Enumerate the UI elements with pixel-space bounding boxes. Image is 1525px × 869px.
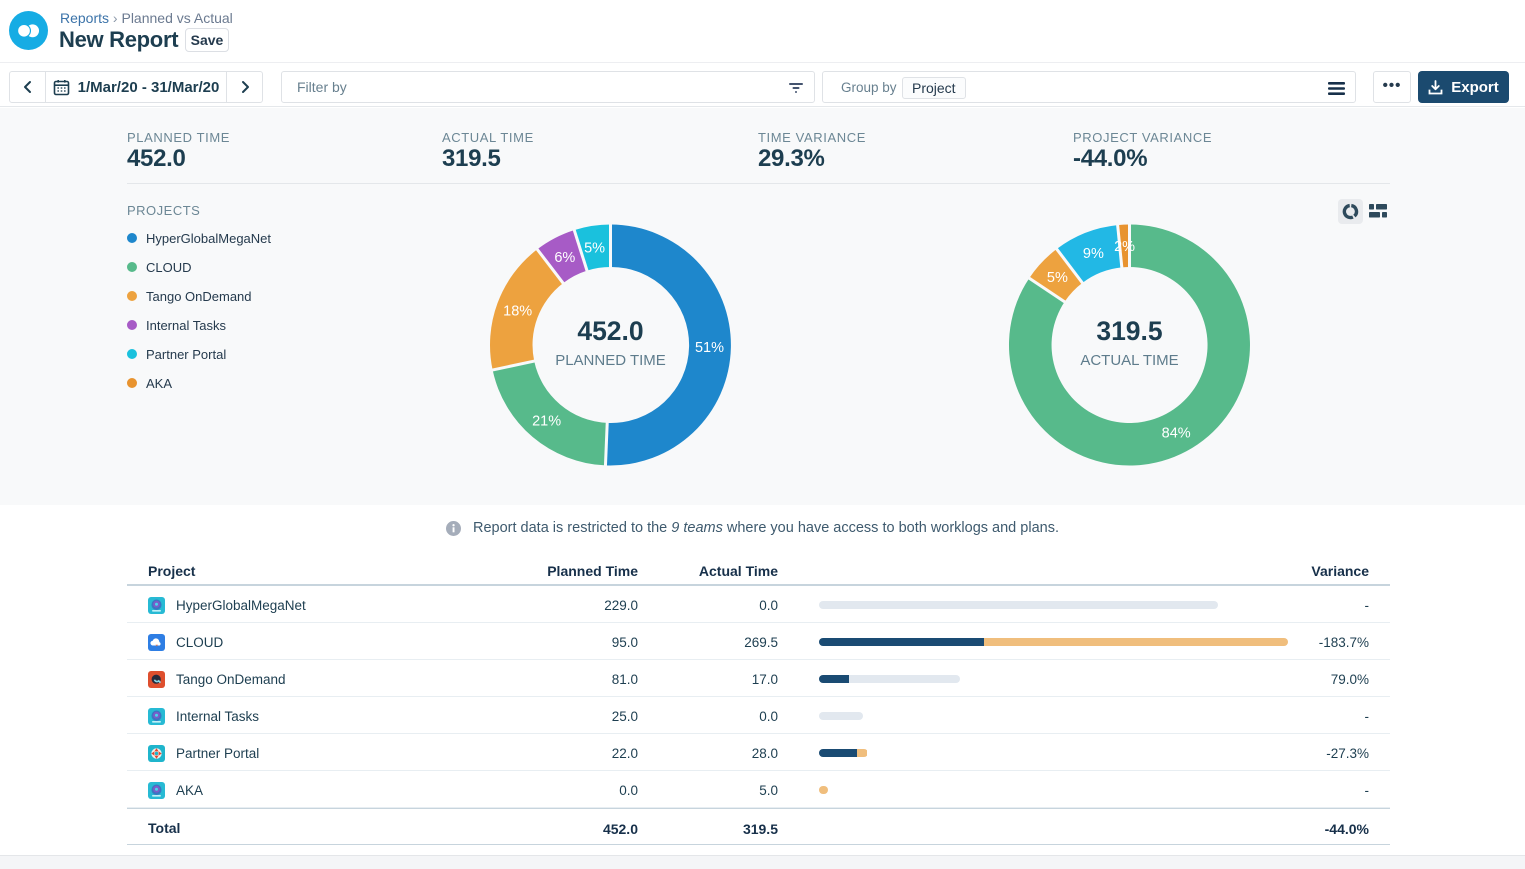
svg-text:9%: 9% bbox=[1083, 246, 1104, 262]
svg-text:6%: 6% bbox=[554, 250, 575, 266]
svg-text:ACTUAL TIME: ACTUAL TIME bbox=[1080, 352, 1178, 369]
svg-text:319.5: 319.5 bbox=[1096, 316, 1162, 346]
svg-text:51%: 51% bbox=[695, 340, 724, 356]
svg-text:5%: 5% bbox=[584, 240, 605, 256]
svg-text:PLANNED TIME: PLANNED TIME bbox=[555, 352, 666, 369]
svg-text:21%: 21% bbox=[532, 414, 561, 430]
svg-text:18%: 18% bbox=[503, 304, 532, 320]
svg-text:84%: 84% bbox=[1162, 425, 1191, 441]
svg-text:2%: 2% bbox=[1114, 239, 1135, 255]
svg-text:452.0: 452.0 bbox=[577, 316, 643, 346]
svg-text:5%: 5% bbox=[1047, 270, 1068, 286]
